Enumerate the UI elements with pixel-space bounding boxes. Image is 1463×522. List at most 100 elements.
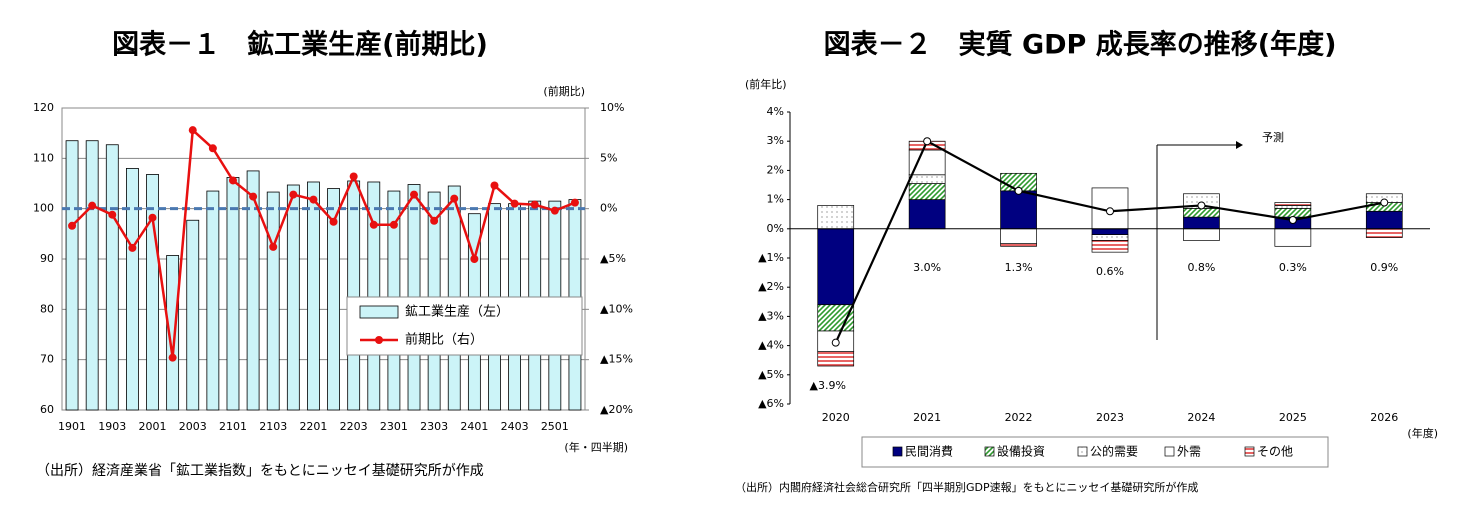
- data-label: 0.6%: [1096, 265, 1124, 278]
- y-tick-label: 4%: [767, 105, 784, 118]
- bar: [186, 219, 200, 411]
- bar: [126, 167, 139, 411]
- x-tick-label: 2001: [139, 420, 167, 433]
- line-marker: [88, 201, 97, 210]
- line-marker: [1288, 216, 1297, 225]
- y-tick-label: ▲3%: [758, 309, 784, 322]
- legend-swatch: [1077, 446, 1088, 457]
- y-tick-label: 90: [40, 252, 54, 265]
- y-tick-label: 1%: [767, 193, 784, 206]
- x-tick-label: 2501: [541, 420, 569, 433]
- bar-segment: [817, 205, 855, 230]
- legend-marker: [375, 336, 383, 344]
- legend-swatch: [1244, 446, 1255, 457]
- y2-tick-label: ▲10%: [600, 302, 633, 315]
- line-marker: [68, 221, 77, 230]
- data-label: 0.3%: [1279, 261, 1307, 274]
- line-marker: [430, 216, 439, 225]
- y-tick-label: ▲6%: [758, 397, 784, 410]
- bar-segment: [1183, 216, 1220, 230]
- x-tick-label: 2023: [1096, 411, 1124, 424]
- legend-label: 前期比（右）: [405, 332, 483, 348]
- y-tick-label: 2%: [767, 163, 784, 176]
- x-tick-label: 2103: [259, 420, 287, 433]
- bar-segment: [1365, 210, 1403, 230]
- bar: [266, 191, 280, 411]
- y-tick-label: 70: [40, 353, 54, 366]
- data-label: 0.9%: [1370, 261, 1398, 274]
- y2-tick-label: ▲5%: [600, 252, 626, 265]
- x-tick-label: 2026: [1370, 411, 1398, 424]
- bar: [226, 177, 240, 411]
- y-axis-label: (前年比): [745, 77, 787, 91]
- chart-title: 図表－２ 実質 GDP 成長率の推移(年度): [824, 29, 1337, 61]
- line-marker: [1106, 207, 1114, 216]
- y-tick-label: 120: [33, 101, 54, 114]
- chart-title: 図表－１ 鉱工業生産(前期比): [112, 29, 488, 61]
- line-marker: [1380, 198, 1389, 207]
- line-marker: [490, 181, 499, 190]
- line-marker: [249, 192, 258, 201]
- x-tick-label: 2403: [501, 420, 529, 433]
- x-axis-label: (年度): [1407, 426, 1438, 440]
- y2-tick-label: 0%: [600, 202, 617, 215]
- y2-tick-label: 5%: [600, 151, 617, 164]
- legend-label: 民間消費: [905, 444, 953, 459]
- y-tick-label: 60: [40, 403, 54, 416]
- bar-segment: [1091, 228, 1129, 235]
- line-marker: [389, 220, 398, 229]
- line-marker: [1197, 201, 1206, 210]
- y-tick-label: 0%: [767, 222, 784, 235]
- y2-tick-label: 10%: [600, 101, 624, 114]
- line-marker: [228, 176, 237, 185]
- y2-axis-label: (前期比): [543, 84, 585, 98]
- bar-segment: [1091, 240, 1129, 253]
- bar: [105, 144, 119, 411]
- bar-segment: [1274, 205, 1312, 209]
- y-tick-label: ▲4%: [758, 339, 784, 352]
- bar-segment: [908, 199, 946, 230]
- line-marker: [168, 353, 177, 362]
- legend-label: 設備投資: [997, 444, 1045, 459]
- x-tick-label: 2401: [460, 420, 488, 433]
- bar-segment: [817, 304, 855, 332]
- line-marker: [831, 338, 840, 347]
- x-tick-label: 2201: [299, 420, 327, 433]
- bar: [347, 180, 361, 411]
- x-tick-label: 2024: [1187, 411, 1215, 424]
- bar-segment: [817, 228, 855, 306]
- x-tick-label: 2003: [179, 420, 207, 433]
- line: [71, 127, 576, 358]
- line-marker: [470, 255, 479, 263]
- x-tick-label: 2025: [1279, 411, 1307, 424]
- line-marker: [550, 206, 559, 215]
- line-marker: [349, 172, 358, 181]
- line-marker: [269, 242, 278, 251]
- line-marker: [329, 217, 338, 226]
- bar-segment: [1000, 228, 1037, 244]
- bar-segment: [1091, 234, 1129, 241]
- x-tick-label: 2020: [822, 411, 850, 424]
- y-tick-label: ▲2%: [758, 280, 784, 293]
- x-tick-label: 1903: [98, 420, 126, 433]
- y-tick-label: 80: [40, 302, 54, 315]
- bar-segment: [1274, 208, 1312, 218]
- x-tick-label: 2301: [380, 420, 408, 433]
- line-marker: [148, 213, 157, 222]
- line-marker: [289, 190, 298, 199]
- x-tick-label: 2203: [340, 420, 368, 433]
- bar: [65, 140, 79, 411]
- x-tick-label: 2022: [1005, 411, 1033, 424]
- bar-segment: [1183, 208, 1220, 218]
- annotation: 予測: [1262, 130, 1284, 144]
- legend-label: 公的需要: [1090, 444, 1138, 459]
- bar: [246, 170, 260, 411]
- y-tick-label: ▲1%: [758, 251, 784, 264]
- line-marker: [188, 126, 197, 135]
- legend-swatch: [892, 446, 903, 457]
- line-marker: [450, 194, 459, 203]
- legend-swatch: [984, 446, 995, 457]
- data-label: 0.8%: [1187, 261, 1215, 274]
- line-marker: [923, 137, 932, 146]
- data-label: 1.3%: [1005, 261, 1033, 274]
